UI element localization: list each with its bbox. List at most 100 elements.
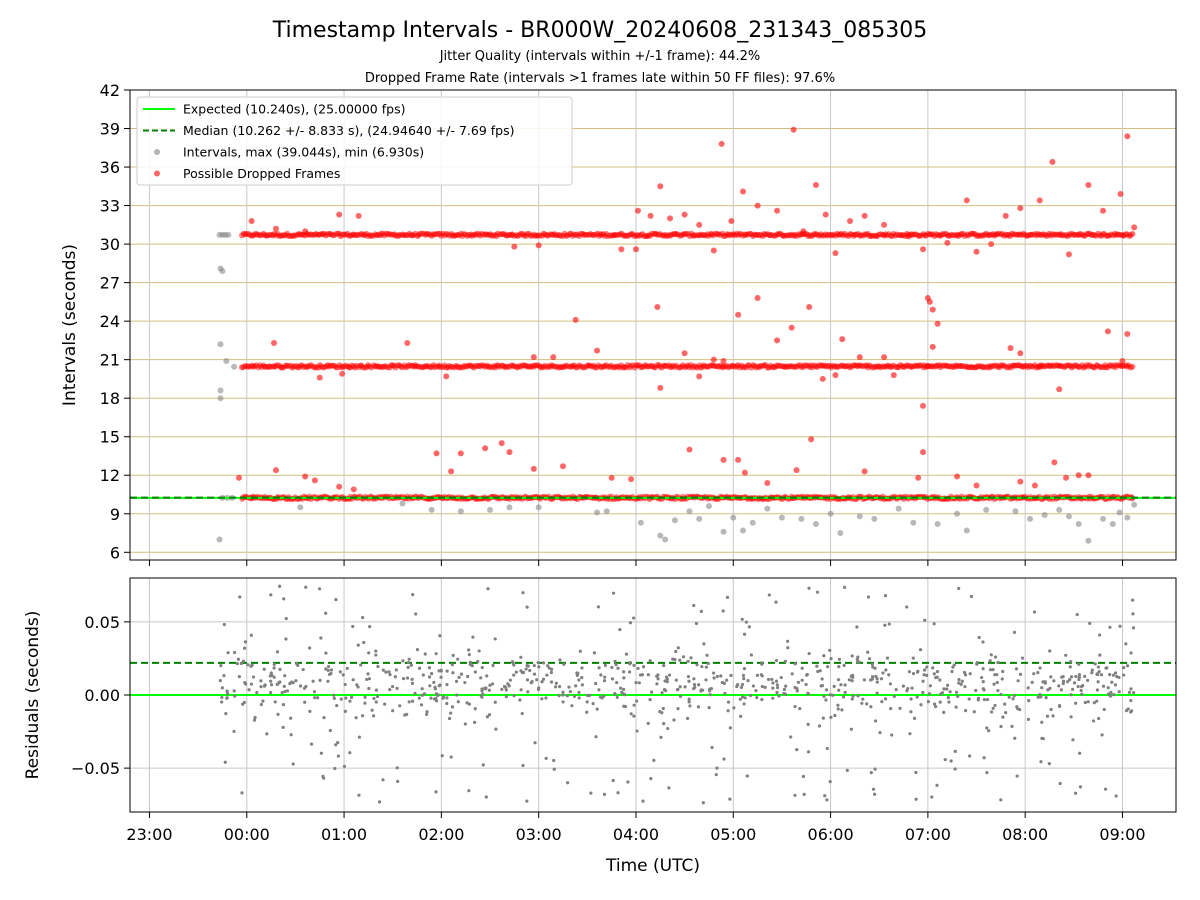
residual-point [1093, 662, 1097, 666]
residual-point [235, 661, 239, 666]
residual-point [508, 678, 512, 682]
residual-point [313, 696, 317, 700]
residual-point [393, 675, 397, 679]
residual-point [613, 659, 617, 663]
residual-point [905, 689, 909, 693]
residual-point [302, 686, 307, 690]
residual-point [635, 729, 639, 733]
residual-point [488, 683, 492, 687]
residual-point [656, 677, 660, 681]
dropped-frame-point [1051, 459, 1058, 466]
residual-point [580, 666, 584, 670]
residual-point [451, 671, 455, 675]
residual-point [326, 664, 331, 669]
residual-point [367, 651, 371, 655]
residual-point [800, 666, 804, 670]
residual-point [585, 710, 589, 714]
residual-point [222, 674, 226, 678]
residual-point [611, 778, 615, 783]
residual-point [410, 677, 414, 681]
residual-point [351, 678, 355, 682]
residual-point [1016, 679, 1020, 683]
residual-point [662, 722, 666, 726]
dropped-frame-point [812, 182, 819, 189]
residual-point [775, 683, 779, 687]
residual-point [1117, 690, 1121, 694]
legend-entry-label: Expected (10.240s), (25.00000 fps) [183, 102, 405, 117]
residual-point [329, 671, 333, 676]
residual-point [923, 668, 927, 672]
residual-point [981, 667, 985, 671]
residual-point [561, 700, 565, 704]
dropped-frame-point [1129, 363, 1136, 370]
residual-point [918, 648, 923, 652]
residual-point [261, 699, 265, 703]
residual-point [623, 704, 627, 709]
dropped-frame-point [608, 474, 615, 481]
residual-point [839, 683, 843, 687]
residual-point [686, 659, 690, 663]
residual-point [454, 679, 459, 683]
top-y-tick-label: 39 [100, 120, 120, 139]
residual-point [935, 783, 939, 787]
dropped-frame-point [594, 347, 601, 354]
residual-point [255, 691, 259, 695]
residual-point [238, 595, 242, 599]
residual-point [374, 688, 379, 692]
residual-point [360, 714, 365, 718]
residual-point [749, 653, 753, 657]
dropped-frame-point [915, 474, 922, 481]
residual-point [493, 637, 497, 641]
legend: Expected (10.240s), (25.00000 fps) Median… [136, 96, 573, 186]
residual-point [1045, 714, 1050, 718]
residual-point [659, 735, 663, 739]
residual-point [655, 682, 659, 686]
residual-point [459, 672, 464, 676]
residual-point [786, 646, 790, 650]
residual-point [1012, 630, 1017, 634]
residual-point [348, 751, 352, 755]
residual-point [1108, 673, 1112, 677]
residual-point [1110, 680, 1114, 684]
dropped-frame-point [339, 370, 346, 377]
residual-point [687, 679, 691, 683]
residual-point [610, 677, 615, 681]
residual-point [649, 777, 653, 781]
residual-point [988, 668, 993, 672]
residual-point [1004, 711, 1008, 715]
interval-point [895, 505, 902, 512]
dropped-frame-point [316, 374, 323, 381]
residual-point [246, 663, 250, 667]
residual-point [842, 585, 847, 589]
residual-point [343, 709, 347, 713]
residual-point [1071, 738, 1075, 742]
residual-point [434, 652, 438, 656]
residual-point [304, 585, 308, 589]
residual-point [705, 653, 709, 657]
dropped-frame-point [1124, 330, 1131, 337]
residual-point [1086, 700, 1090, 704]
residual-point [650, 690, 654, 694]
residual-point [1130, 709, 1134, 713]
top-y-axis-label: Intervals (seconds) [60, 244, 80, 406]
residual-point [956, 694, 960, 698]
residual-point [925, 665, 929, 669]
residual-point [432, 697, 437, 701]
residual-point [1026, 717, 1030, 721]
residual-point [223, 760, 227, 764]
residual-point [689, 656, 693, 660]
residual-point [361, 615, 365, 620]
x-tick-label: 04:00 [613, 825, 659, 844]
residual-point [662, 687, 667, 692]
residual-point [1108, 694, 1113, 698]
residual-point [911, 672, 916, 676]
residual-point [282, 684, 286, 689]
residual-point [519, 688, 523, 692]
interval-point [487, 506, 494, 513]
interval-point [603, 508, 610, 515]
residual-point [823, 794, 827, 798]
top-axes: 6 9 12 15 18 21 24 27 30 33 36 39 42 [100, 81, 1177, 566]
dropped-frame-point [647, 212, 654, 219]
residual-point [632, 616, 636, 620]
